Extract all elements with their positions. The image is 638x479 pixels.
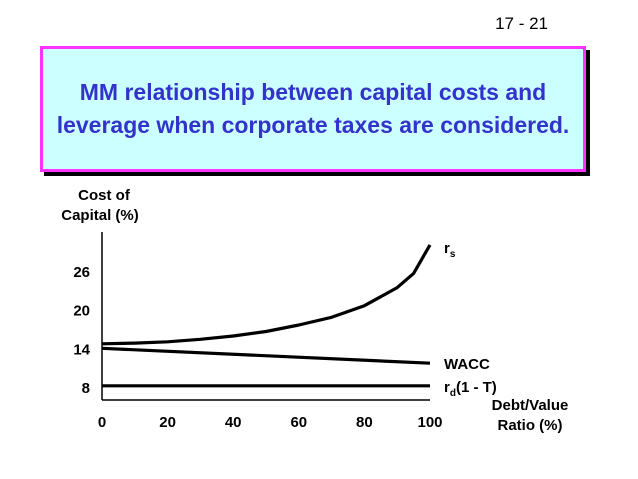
series-line-0	[101, 244, 432, 346]
x-axis-label-line-1: Debt/Value	[492, 397, 569, 414]
x-tick-label-5: 100	[417, 414, 442, 431]
y-tick-label-3: 26	[73, 264, 90, 281]
x-tick-label-0: 0	[98, 414, 106, 431]
title-box: MM relationship between capital costs an…	[40, 46, 586, 172]
series-label-1: WACC	[444, 356, 490, 373]
x-tick-label-4: 80	[356, 414, 373, 431]
y-tick-label-0: 8	[82, 380, 90, 397]
y-tick-label-1: 14	[73, 341, 90, 358]
x-axis-label-line-2: Ratio (%)	[498, 417, 563, 434]
slide-number: 17 - 21	[495, 14, 548, 33]
y-tick-label-2: 20	[73, 303, 90, 320]
y-axis-label-line-1: Cost of	[78, 187, 131, 204]
ticks-layer: 0 20 40 60 80 100 8 14 20 26	[73, 264, 442, 431]
series-label-0: rs	[444, 240, 456, 260]
series-layer: rs WACC rd(1 - T)	[101, 240, 497, 399]
x-tick-label-2: 40	[225, 414, 242, 431]
series-label-2: rd(1 - T)	[444, 379, 497, 399]
series-line-1	[101, 346, 431, 365]
y-axis-label-line-2: Capital (%)	[61, 207, 139, 224]
x-tick-label-1: 20	[159, 414, 176, 431]
x-tick-label-3: 60	[290, 414, 307, 431]
slide-title: MM relationship between capital costs an…	[56, 79, 570, 138]
